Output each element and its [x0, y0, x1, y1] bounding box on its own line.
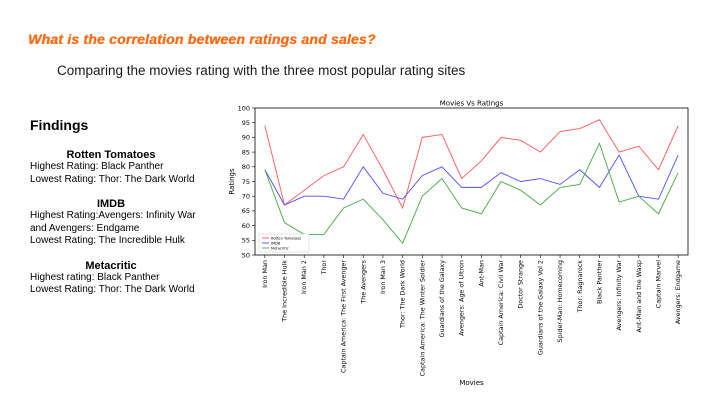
findings-panel: Findings Rotten Tomatoes Highest Rating:… — [30, 117, 230, 309]
y-tick-label: 85 — [242, 148, 250, 156]
x-tick-label: Thor — [320, 260, 328, 276]
site-finding: Highest Rating:Avengers: Infinity War — [30, 210, 196, 221]
x-tick-label: Thor: The Dark World — [399, 260, 407, 329]
site-rotten-tomatoes: Rotten Tomatoes Highest Rating: Black Pa… — [30, 149, 230, 186]
y-tick-label: 100 — [238, 104, 250, 112]
x-tick-label: Avengers: Endgame — [674, 260, 682, 324]
site-finding: Highest Rating: Black Panther — [30, 161, 164, 172]
x-tick-label: Guardians of the Galaxy Vol 2 — [536, 260, 544, 355]
x-tick-label: Iron Man 2 — [300, 260, 308, 294]
site-name: Metacritic — [85, 259, 137, 272]
x-tick-label: Captain America: The Winter Soldier — [418, 260, 426, 377]
y-tick-label: 90 — [242, 134, 250, 142]
x-tick-label: Captain America: Civil War — [497, 260, 505, 346]
series-line — [264, 119, 679, 210]
plot-area — [254, 107, 689, 256]
site-metacritic: Metacritic Highest rating: Black Panther… — [30, 260, 230, 297]
x-tick-label: Black Panther — [595, 260, 603, 304]
x-tick-label: Iron Man — [261, 260, 269, 288]
chart-title: Movies Vs Ratings — [440, 100, 504, 108]
y-tick-label: 95 — [242, 119, 250, 127]
x-tick-label: Captain Marvel — [654, 260, 662, 308]
y-tick-label: 55 — [242, 237, 250, 245]
x-tick-label: Guardians of the Galaxy — [438, 260, 446, 338]
site-finding: and Avengers: Endgame — [30, 222, 140, 234]
y-tick-label: 75 — [242, 178, 250, 186]
x-axis-label: Movies — [459, 379, 484, 387]
site-imdb: IMDB Highest Rating:Avengers: Infinity W… — [30, 198, 230, 248]
slide-subtitle: Comparing the movies rating with the thr… — [57, 63, 466, 78]
x-tick-label: Captain America: The First Avenger — [340, 260, 348, 373]
slide-title: What is the correlation between ratings … — [28, 31, 376, 47]
legend-box — [258, 233, 310, 253]
legend-label: Metacritic — [271, 246, 289, 250]
y-tick-label: 65 — [242, 207, 250, 215]
findings-heading: Findings — [30, 117, 89, 133]
y-tick-label: 50 — [242, 251, 250, 259]
y-tick-label: 80 — [242, 163, 250, 171]
x-tick-label: Doctor Strange — [517, 260, 525, 309]
y-tick-label: 60 — [242, 222, 250, 230]
x-tick-label: Spider-Man: Homecoming — [556, 260, 564, 342]
y-tick-label: 70 — [242, 193, 250, 201]
site-finding: Lowest Rating: Thor: The Dark World — [30, 284, 195, 295]
series-line — [264, 142, 679, 245]
site-finding: Lowest Rating: Thor: The Dark World — [30, 173, 195, 185]
x-tick-label: Ant-Man — [477, 260, 485, 287]
x-tick-label: Iron Man 3 — [379, 260, 387, 294]
legend-label: IMDB — [271, 241, 281, 245]
site-name: Rotten Tomatoes — [66, 149, 156, 161]
x-tick-label: Thor: Ragnarock — [576, 260, 584, 314]
x-tick-label: The Incredible Hulk — [281, 260, 289, 323]
ratings-chart-svg: Movies Vs Ratings 50 55 60 65 70 75 80 85 90 95 100… — [228, 100, 689, 387]
x-tick-label: The Avengers — [359, 259, 367, 304]
y-axis-label: Ratings — [228, 168, 236, 195]
x-tick-label: Ant-Man and the Wasp — [635, 260, 643, 333]
site-finding: Highest rating: Black Panther — [30, 271, 160, 283]
legend-label: Rotten Tomatoes — [271, 236, 301, 240]
site-name: IMDB — [96, 198, 126, 210]
x-tick-label: Avengers: Infinity War — [615, 260, 623, 331]
site-finding: Lowest Rating: The Incredible Hulk — [30, 235, 185, 246]
x-tick-label: Avengers: Age of Ultron — [458, 260, 466, 336]
ratings-chart: Movies Vs Ratings 50 55 60 65 70 75 80 85 90 95 100… — [210, 97, 700, 400]
series-line — [264, 154, 679, 206]
